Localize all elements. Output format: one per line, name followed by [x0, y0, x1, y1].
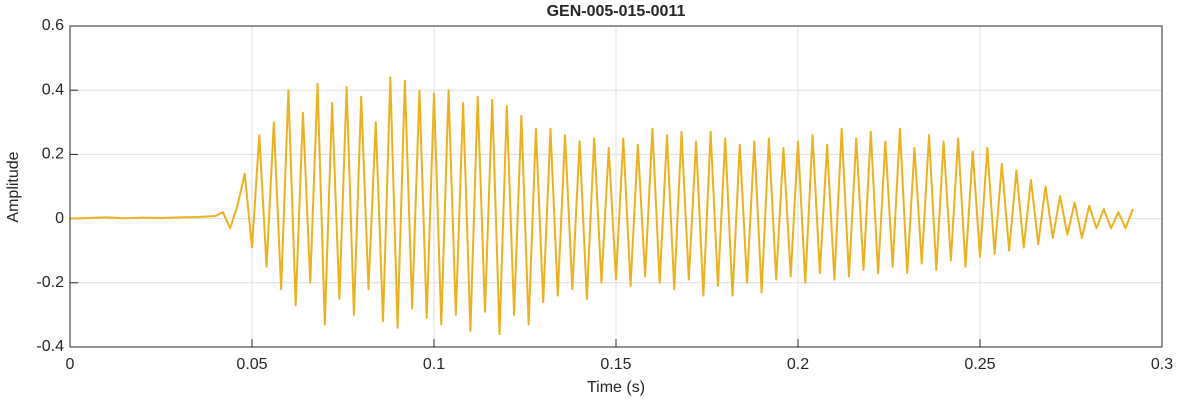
x-tick-label: 0.2: [787, 356, 809, 373]
x-tick-label: 0: [66, 356, 75, 373]
y-tick-label: -0.4: [36, 338, 64, 355]
y-tick-label: 0.4: [42, 81, 64, 98]
y-axis-label: Amplitude: [5, 151, 22, 222]
chart-title: GEN-005-015-0011: [547, 3, 686, 20]
x-tick-label: 0.05: [236, 356, 267, 373]
y-tick-label: 0: [55, 210, 64, 227]
x-tick-label: 0.1: [423, 356, 445, 373]
axes-box: [69, 25, 1163, 348]
y-tick-label: 0.2: [42, 146, 64, 163]
x-tick-label: 0.3: [1151, 356, 1173, 373]
y-tick-label: -0.2: [36, 274, 64, 291]
waveform-line: [69, 76, 1134, 336]
x-tick-label: 0.25: [964, 356, 995, 373]
x-tick-label: 0.15: [600, 356, 631, 373]
x-axis-label: Time (s): [587, 379, 645, 396]
y-tick-label: 0.6: [42, 17, 64, 34]
